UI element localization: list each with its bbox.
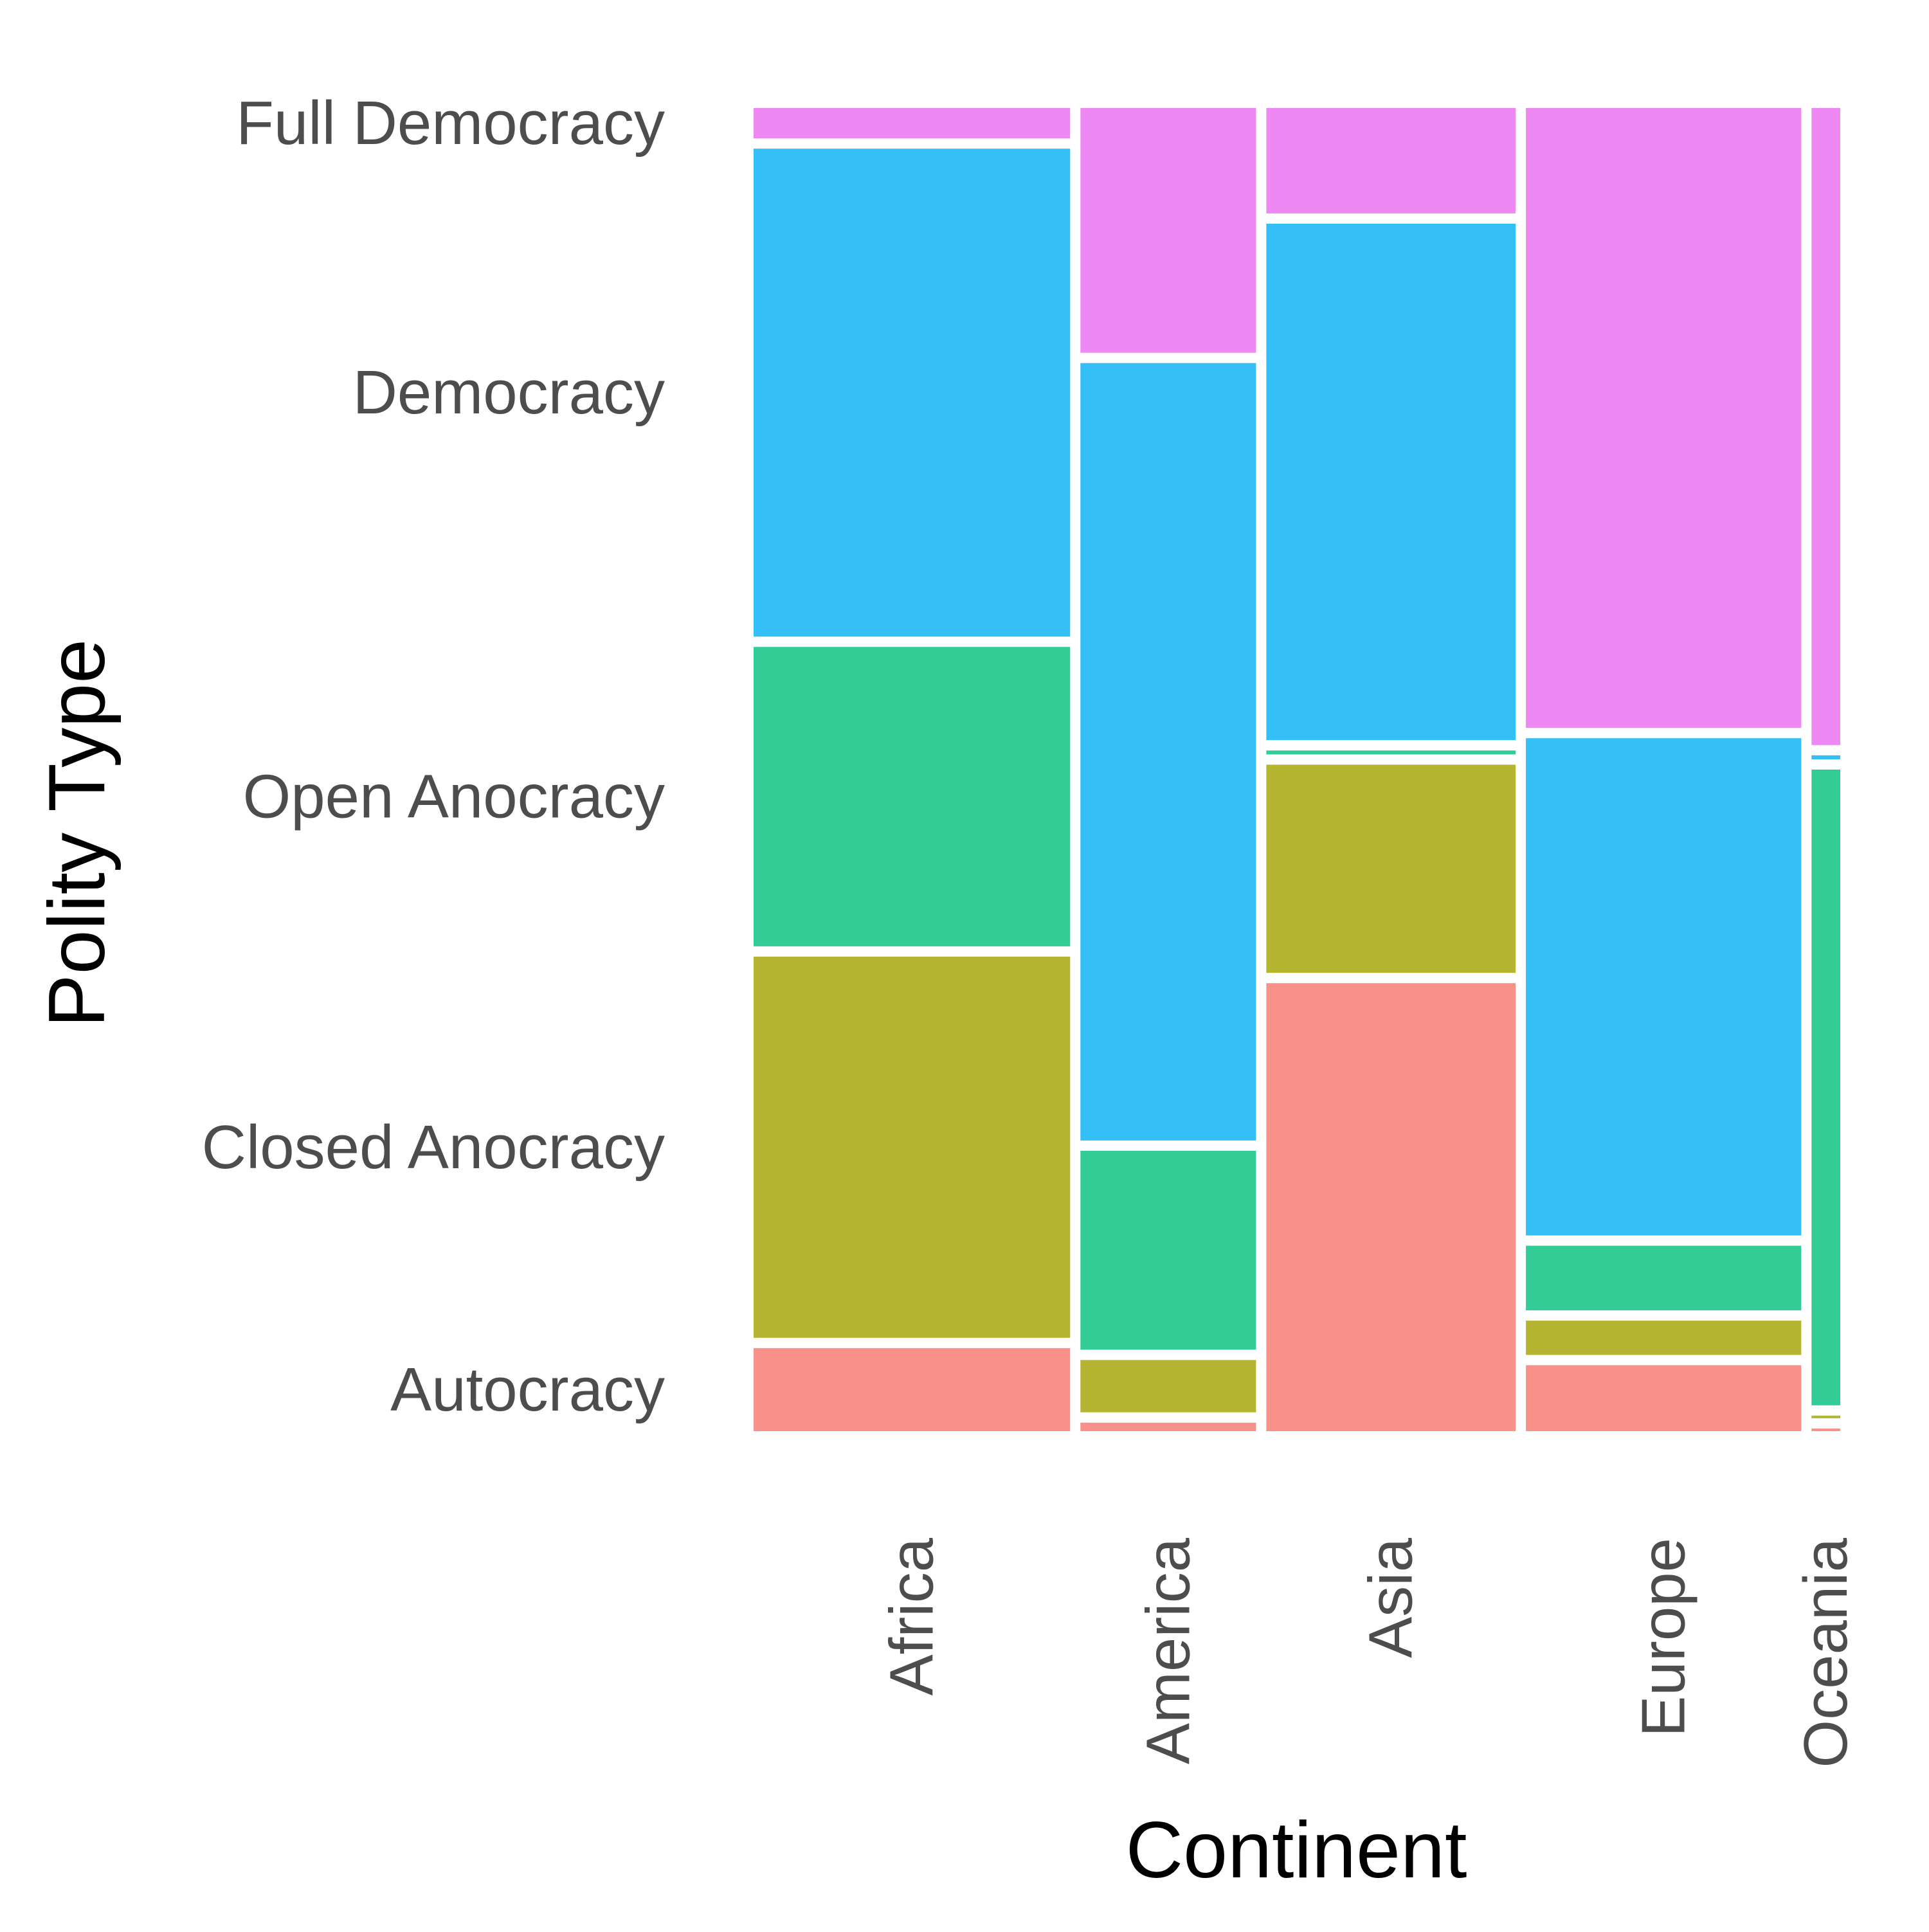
tile-oceania-full-democracy bbox=[1811, 108, 1840, 745]
x-tick-label-asia: Asia bbox=[1357, 1537, 1426, 1657]
tile-america-open-anocracy bbox=[1080, 1150, 1256, 1350]
y-tick-label-democracy: Democracy bbox=[353, 358, 665, 427]
x-tick-label-africa: Africa bbox=[878, 1537, 946, 1695]
x-tick-label-oceania: Oceania bbox=[1791, 1537, 1860, 1767]
x-tick-labels: Africa America Asia Europe Oceania bbox=[878, 1537, 1861, 1767]
y-tick-label-open-anocracy: Open Anocracy bbox=[243, 763, 665, 831]
tile-europe-open-anocracy bbox=[1526, 1245, 1802, 1311]
x-tick-label-europe: Europe bbox=[1629, 1538, 1698, 1737]
tile-europe-autocracy bbox=[1526, 1365, 1802, 1431]
tile-oceania-democracy bbox=[1811, 755, 1840, 759]
tile-africa-closed-anocracy bbox=[754, 956, 1071, 1338]
tile-america-democracy bbox=[1080, 363, 1256, 1141]
y-axis-title: Polity Type bbox=[33, 639, 122, 1027]
y-tick-labels: Autocracy Closed Anocracy Open Anocracy Dem… bbox=[202, 89, 665, 1424]
tile-america-full-democracy bbox=[1080, 108, 1256, 353]
tile-africa-democracy bbox=[754, 149, 1071, 637]
tile-asia-autocracy bbox=[1266, 983, 1516, 1431]
tile-america-autocracy bbox=[1080, 1422, 1256, 1431]
tile-europe-closed-anocracy bbox=[1526, 1321, 1802, 1355]
tile-oceania-closed-anocracy bbox=[1811, 1415, 1840, 1418]
x-tick-label-america: America bbox=[1134, 1537, 1202, 1764]
tile-africa-full-democracy bbox=[754, 108, 1071, 139]
tiles-layer bbox=[754, 108, 1840, 1431]
tile-oceania-autocracy bbox=[1811, 1428, 1840, 1431]
tile-africa-autocracy bbox=[754, 1348, 1071, 1431]
x-axis-title: Continent bbox=[1126, 1806, 1467, 1895]
tile-africa-open-anocracy bbox=[754, 647, 1071, 946]
tile-asia-closed-anocracy bbox=[1266, 764, 1516, 973]
tile-asia-democracy bbox=[1266, 223, 1516, 741]
y-tick-label-closed-anocracy: Closed Anocracy bbox=[202, 1113, 665, 1182]
tile-asia-open-anocracy bbox=[1266, 750, 1516, 755]
y-tick-label-full-democracy: Full Democracy bbox=[236, 89, 665, 158]
tile-america-closed-anocracy bbox=[1080, 1360, 1256, 1413]
tile-europe-full-democracy bbox=[1526, 108, 1802, 728]
tile-oceania-open-anocracy bbox=[1811, 770, 1840, 1405]
tile-asia-full-democracy bbox=[1266, 108, 1516, 213]
tile-europe-democracy bbox=[1526, 738, 1802, 1236]
y-tick-label-autocracy: Autocracy bbox=[390, 1355, 665, 1424]
